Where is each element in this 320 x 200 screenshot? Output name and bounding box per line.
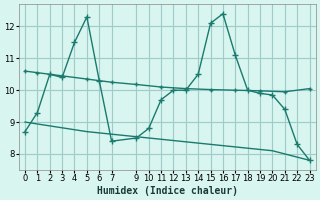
X-axis label: Humidex (Indice chaleur): Humidex (Indice chaleur)	[97, 186, 238, 196]
